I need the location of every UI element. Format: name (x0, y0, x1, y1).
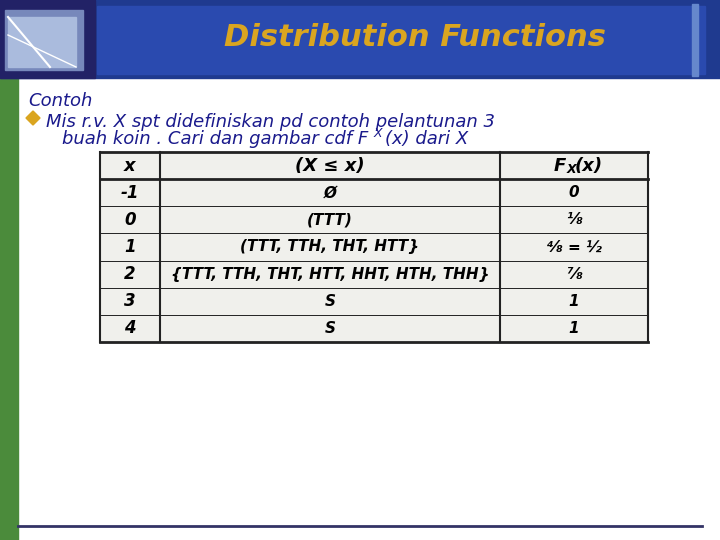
Text: -1: -1 (121, 184, 139, 202)
Text: ⅞: ⅞ (566, 267, 582, 282)
Text: 1: 1 (569, 294, 580, 309)
Text: ⁴⁄₈ = ½: ⁴⁄₈ = ½ (546, 240, 601, 254)
Bar (5, 10, 83, 70)
Text: (x) dari X: (x) dari X (385, 130, 468, 148)
Text: 1: 1 (569, 321, 580, 336)
Text: Mis r.v. X spt didefiniskan pd contoh pelantunan 3: Mis r.v. X spt didefiniskan pd contoh pe… (46, 113, 495, 131)
Text: Ø: Ø (323, 185, 336, 200)
Text: S: S (325, 294, 336, 309)
Text: 2: 2 (124, 265, 136, 283)
Text: (x): (x) (575, 157, 603, 174)
Text: Distribution Functions: Distribution Functions (224, 24, 606, 52)
Text: F: F (554, 157, 566, 174)
Text: 1: 1 (124, 238, 136, 256)
Text: {TTT, TTH, THT, HTT, HHT, HTH, THH}: {TTT, TTH, THT, HTT, HHT, HTH, THH} (171, 267, 490, 282)
Text: S: S (325, 321, 336, 336)
Text: Contoh: Contoh (28, 92, 92, 110)
Text: ⅛: ⅛ (566, 212, 582, 227)
Bar (0, 0, 720, 78)
Bar (18, 78, 720, 540)
Bar (8, 17, 76, 67)
Text: (X ≤ x): (X ≤ x) (295, 157, 365, 174)
Text: (TTT): (TTT) (307, 212, 353, 227)
Text: 0: 0 (124, 211, 136, 229)
Bar (0, 0, 95, 78)
Bar (100, 152, 648, 342)
Text: X: X (567, 163, 577, 176)
Text: 4: 4 (124, 320, 136, 338)
Bar (692, 4, 698, 76)
Text: 0: 0 (569, 185, 580, 200)
Text: (TTT, TTH, THT, HTT}: (TTT, TTH, THT, HTT} (240, 240, 420, 254)
Text: X: X (374, 127, 382, 140)
Text: buah koin . Cari dan gambar cdf F: buah koin . Cari dan gambar cdf F (62, 130, 368, 148)
Bar (97, 6, 705, 74)
Text: x: x (124, 157, 136, 174)
Text: 3: 3 (124, 292, 136, 310)
Bar (0, 0, 18, 540)
Polygon shape (26, 111, 40, 125)
